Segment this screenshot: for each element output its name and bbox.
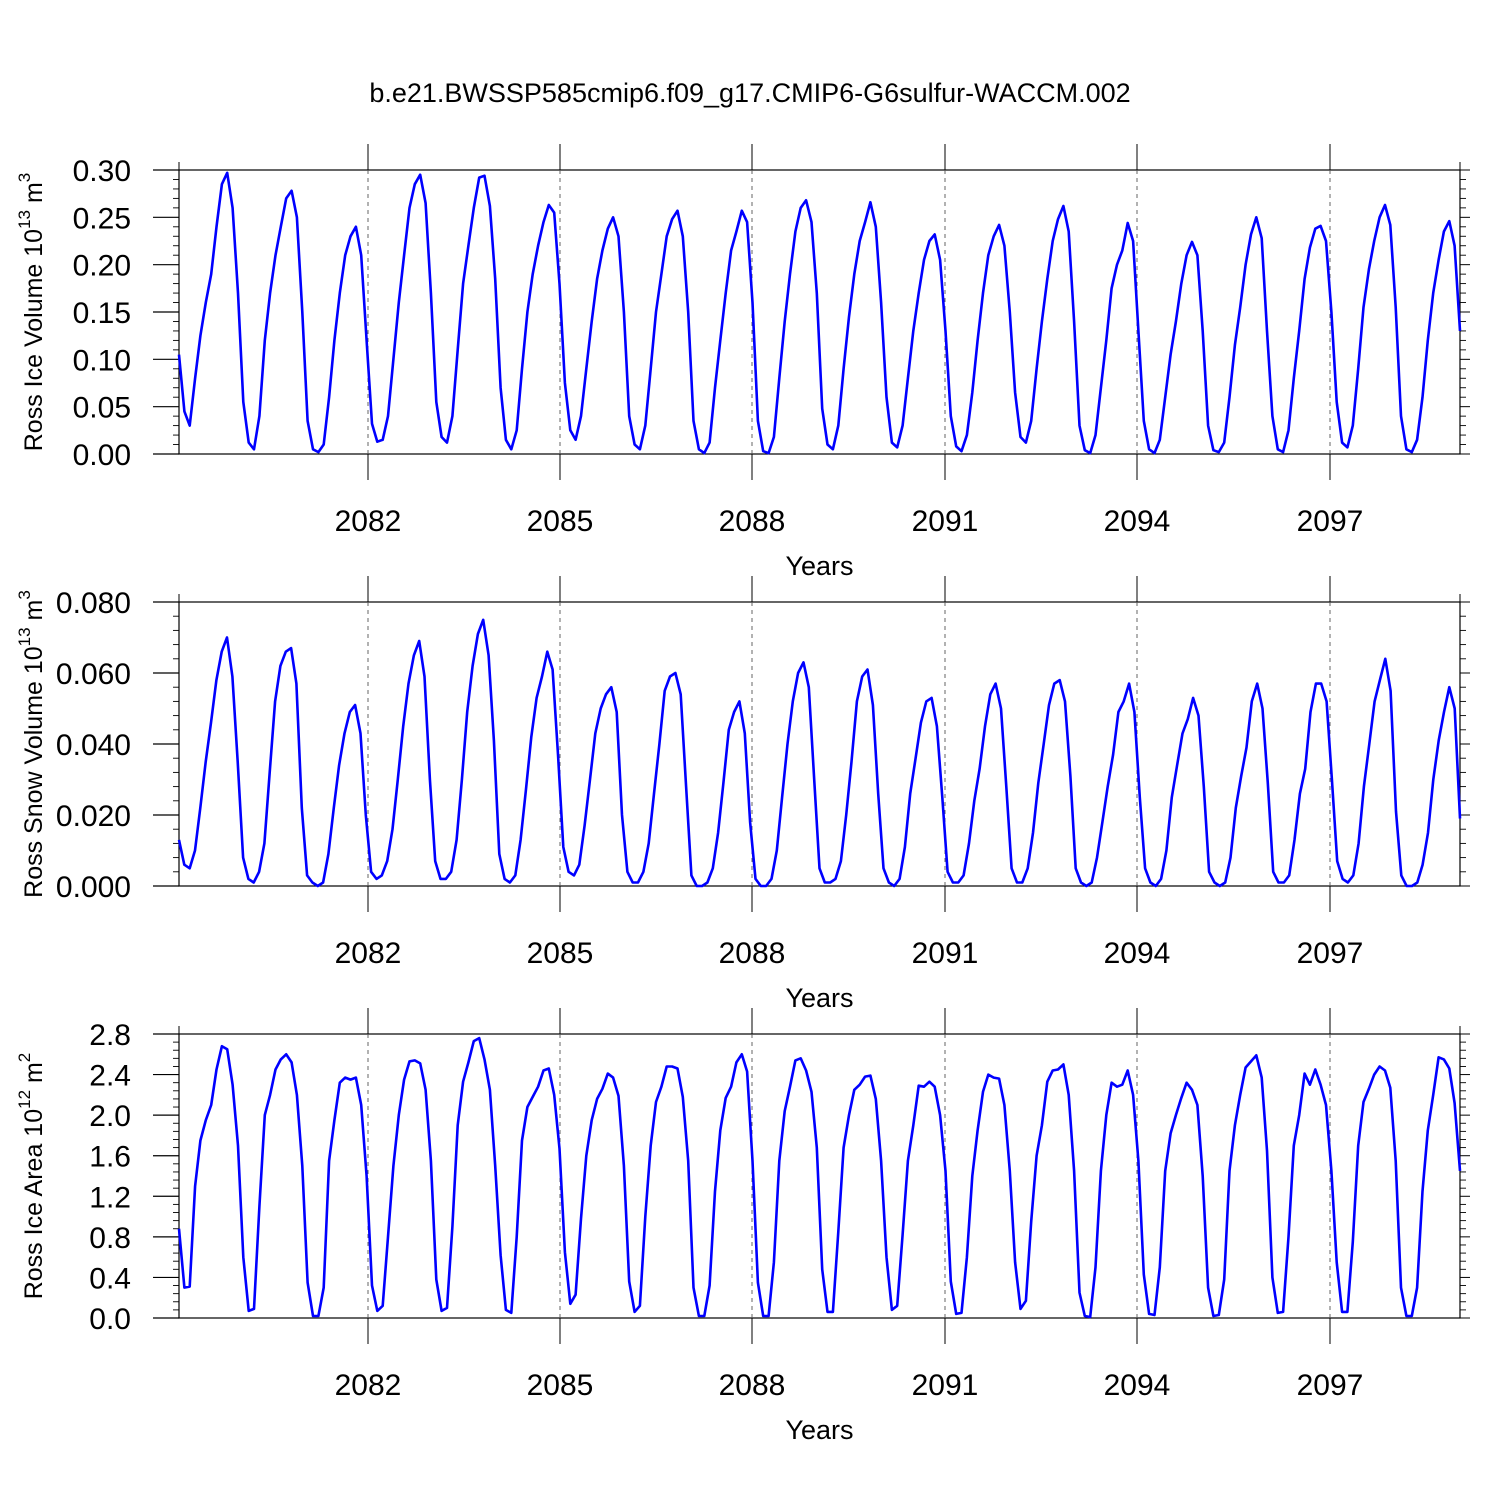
y-tick-label: 2.8 xyxy=(89,1019,131,1052)
y-tick-label: 0.4 xyxy=(89,1262,131,1295)
ice-area-panel: 0.0 0.4 0.8 1.2 1.6 2.0 2.4 2.8 2082 2085 2088 2091… xyxy=(15,1008,1470,1445)
y-tick-label: 0.10 xyxy=(73,344,131,377)
y-tick-label: 0.30 xyxy=(73,155,131,188)
x-axis-label: Years xyxy=(785,551,853,581)
x-tick-label: 2085 xyxy=(527,1369,594,1402)
y-axis-label: Ross Ice Volume 1013 m3 xyxy=(15,173,48,452)
x-tick-label: 2082 xyxy=(335,505,402,538)
x-axis-label: Years xyxy=(785,1415,853,1445)
y-tick-label: 1.6 xyxy=(89,1141,131,1174)
y-tick-label: 0.000 xyxy=(56,871,131,904)
ice-volume-panel: 0.00 0.05 0.10 0.15 0.20 0.25 0.30 2082 2085 2088… xyxy=(15,144,1470,581)
y-tick-label: 0.25 xyxy=(73,202,131,235)
y-axis-label: Ross Ice Area 1012 m2 xyxy=(15,1053,48,1300)
x-tick-label: 2088 xyxy=(719,505,786,538)
y-axis-label: Ross Snow Volume 1013 m3 xyxy=(15,590,48,898)
series-line xyxy=(177,618,1462,888)
y-tick-label: 0.020 xyxy=(56,800,131,833)
x-tick-label: 2097 xyxy=(1297,505,1364,538)
snow-volume-panel: 0.000 0.020 0.040 0.060 0.080 2082 2085 2088 209… xyxy=(15,576,1470,1013)
x-tick-label: 2091 xyxy=(912,1369,979,1402)
series-line xyxy=(177,1036,1462,1319)
x-tick-label: 2085 xyxy=(527,937,594,970)
plot-frame xyxy=(178,601,1461,887)
y-tick-label: 2.4 xyxy=(89,1060,131,1093)
chart-title: b.e21.BWSSP585cmip6.f09_g17.CMIP6-G6sulf… xyxy=(369,78,1131,108)
x-tick-label: 2082 xyxy=(335,1369,402,1402)
y-tick-label: 0.040 xyxy=(56,729,131,762)
x-tick-label: 2082 xyxy=(335,937,402,970)
y-tick-label: 0.05 xyxy=(73,392,131,425)
y-tick-label: 0.060 xyxy=(56,658,131,691)
x-tick-label: 2094 xyxy=(1104,505,1171,538)
y-tick-label: 0.20 xyxy=(73,250,131,283)
x-tick-label: 2091 xyxy=(912,505,979,538)
plot-frame xyxy=(178,1033,1461,1319)
x-tick-label: 2085 xyxy=(527,505,594,538)
y-tick-label: 2.0 xyxy=(89,1100,131,1133)
x-tick-label: 2097 xyxy=(1297,1369,1364,1402)
x-tick-label: 2094 xyxy=(1104,1369,1171,1402)
x-axis-label: Years xyxy=(785,983,853,1013)
y-tick-label: 0.8 xyxy=(89,1222,131,1255)
y-tick-label: 0.080 xyxy=(56,587,131,620)
x-tick-label: 2097 xyxy=(1297,937,1364,970)
x-tick-label: 2088 xyxy=(719,1369,786,1402)
y-tick-label: 1.2 xyxy=(89,1181,131,1214)
x-tick-label: 2094 xyxy=(1104,937,1171,970)
y-tick-label: 0.15 xyxy=(73,297,131,330)
x-tick-label: 2091 xyxy=(912,937,979,970)
series-line xyxy=(177,171,1462,455)
y-tick-label: 0.0 xyxy=(89,1303,131,1336)
x-tick-label: 2088 xyxy=(719,937,786,970)
y-tick-label: 0.00 xyxy=(73,439,131,472)
